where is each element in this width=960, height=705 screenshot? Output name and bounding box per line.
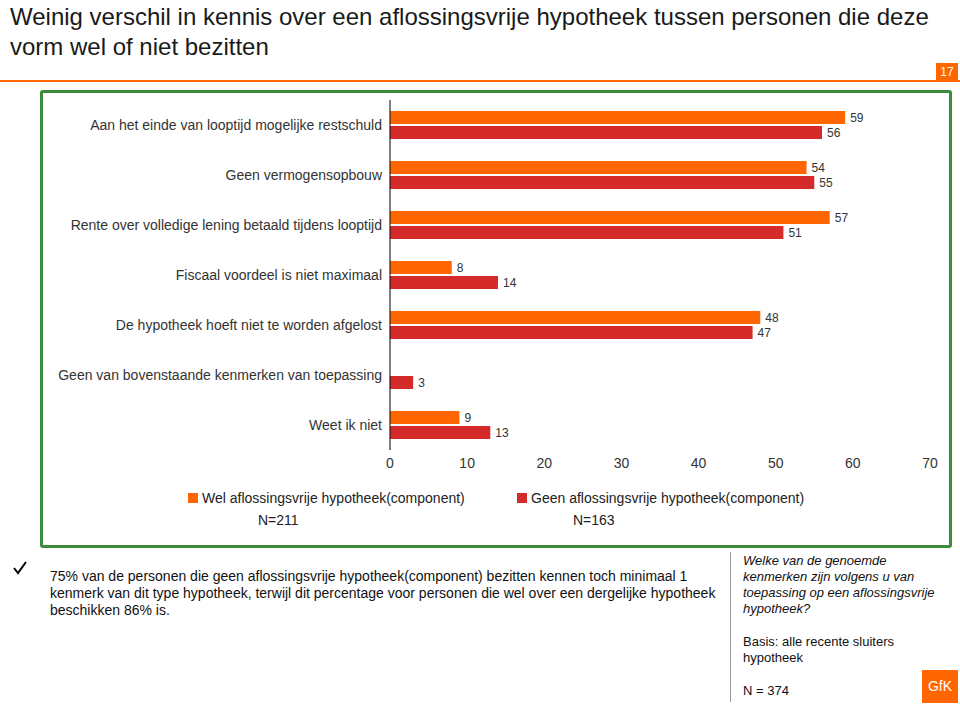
svg-text:13: 13 — [495, 426, 509, 440]
svg-text:Geen vermogensopbouw: Geen vermogensopbouw — [226, 167, 383, 183]
svg-text:3: 3 — [418, 376, 425, 390]
svg-text:56: 56 — [827, 126, 841, 140]
svg-text:Aan het einde van looptijd mog: Aan het einde van looptijd mogelijke res… — [90, 117, 382, 133]
svg-text:30: 30 — [614, 455, 630, 471]
svg-text:10: 10 — [459, 455, 475, 471]
html-text:GfK: GfK — [927, 678, 953, 694]
svg-text:Rente over volledige lening be: Rente over volledige lening betaald tijd… — [71, 217, 382, 233]
svg-text:8: 8 — [457, 261, 464, 275]
svg-text:Weet ik niet: Weet ik niet — [309, 417, 382, 433]
svg-text:55: 55 — [819, 176, 833, 190]
svg-text:9: 9 — [464, 411, 471, 425]
svg-text:59: 59 — [850, 111, 864, 125]
svg-text:54: 54 — [812, 161, 826, 175]
html-text:Basis: alle recente sluiters h: Basis: alle recente sluiters hypotheek — [743, 634, 894, 665]
svg-text:70: 70 — [922, 455, 938, 471]
svg-text:20: 20 — [536, 455, 552, 471]
svg-text:57: 57 — [835, 211, 849, 225]
svg-text:40: 40 — [691, 455, 707, 471]
html-text:N=211: N=211 — [258, 512, 299, 528]
svg-text:47: 47 — [758, 326, 772, 340]
svg-text:51: 51 — [788, 226, 802, 240]
svg-text:0: 0 — [386, 455, 394, 471]
html-text:Welke van de genoemde kenmerke: Welke van de genoemde kenmerken zijn vol… — [743, 553, 935, 616]
svg-text:14: 14 — [503, 276, 517, 290]
html-text:N=163: N=163 — [573, 512, 615, 528]
svg-text:De hypotheek hoeft niet te wor: De hypotheek hoeft niet te worden afgelo… — [116, 317, 382, 333]
svg-text:50: 50 — [768, 455, 784, 471]
html-text:Wel aflossingsvrije hypotheek(: Wel aflossingsvrije hypotheek(component) — [202, 490, 465, 506]
html-text:75% van de personen die geen a: 75% van de personen die geen aflossingsv… — [50, 568, 716, 618]
html-text:N = 374: N = 374 — [743, 683, 789, 698]
svg-text:Geen van bovenstaande kenmerke: Geen van bovenstaande kenmerken van toep… — [58, 367, 382, 383]
html-text:17: 17 — [940, 65, 954, 79]
svg-text:48: 48 — [765, 311, 779, 325]
html-text:Weinig verschil in kennis over: Weinig verschil in kennis over een aflos… — [10, 3, 929, 60]
svg-text:Fiscaal voordeel is niet maxim: Fiscaal voordeel is niet maximaal — [176, 267, 382, 283]
svg-text:60: 60 — [845, 455, 861, 471]
html-text:Geen aflossingsvrije hypotheek: Geen aflossingsvrije hypotheek(component… — [531, 490, 805, 506]
